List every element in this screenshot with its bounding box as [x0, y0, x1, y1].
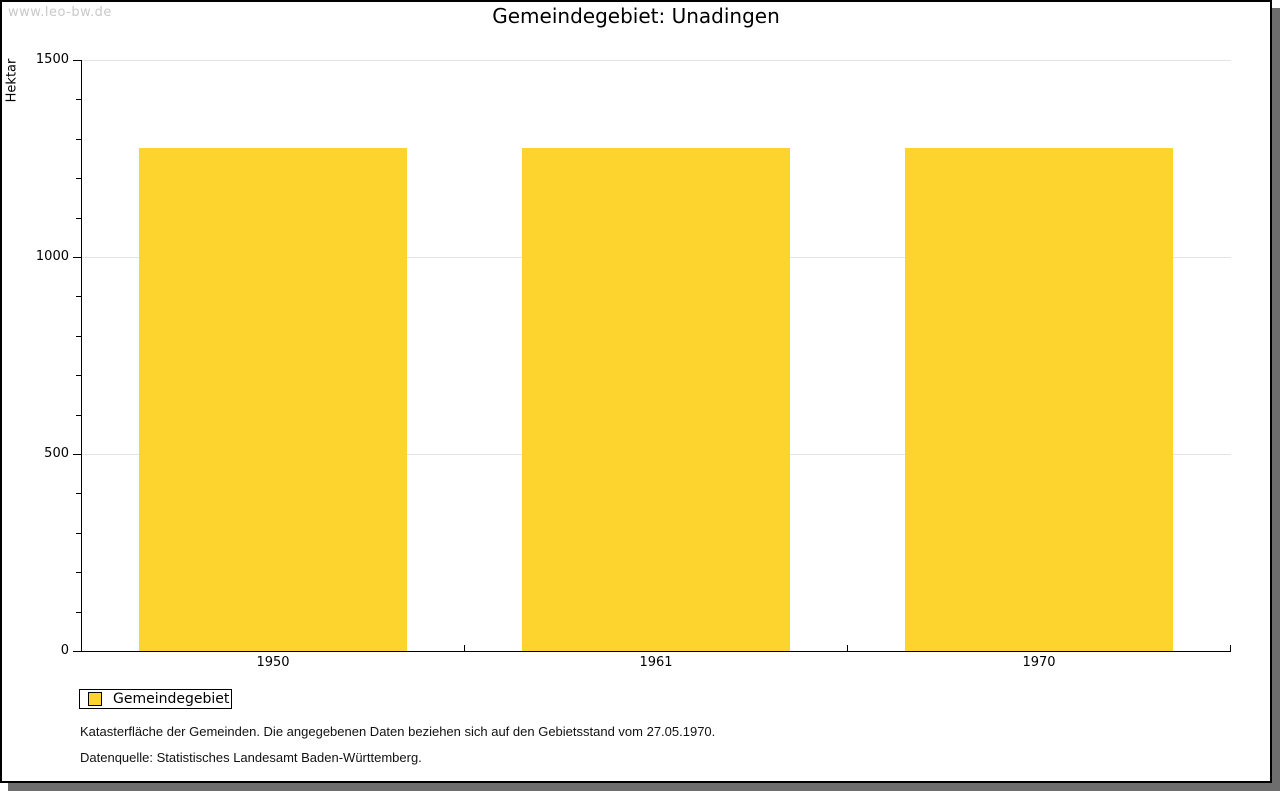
x-boundary-tick	[81, 645, 82, 651]
watermark: www.leo-bw.de	[8, 5, 112, 20]
y-minor-tick	[76, 533, 81, 534]
y-tick-label-500: 500	[44, 446, 69, 461]
legend-label: Gemeindegebiet	[113, 691, 230, 707]
y-minor-tick	[76, 415, 81, 416]
y-minor-tick	[76, 493, 81, 494]
y-major-tick-0	[73, 651, 81, 652]
y-minor-tick	[76, 178, 81, 179]
x-boundary-tick	[1230, 645, 1231, 651]
x-boundary-tick	[847, 645, 848, 651]
bar-1970	[905, 148, 1173, 651]
plot-area: 0 500 1000 1500 1950 1961 1970	[2, 2, 1270, 781]
legend-box: Gemeindegebiet	[79, 689, 232, 709]
y-axis-line	[81, 60, 82, 651]
y-minor-tick	[76, 296, 81, 297]
y-minor-tick	[76, 99, 81, 100]
y-tick-label-1500: 1500	[35, 52, 69, 67]
y-minor-tick	[76, 218, 81, 219]
y-minor-tick	[76, 139, 81, 140]
y-tick-label-0: 0	[60, 643, 69, 658]
gridline-1500	[82, 60, 1231, 61]
bar-1950	[139, 148, 407, 651]
y-minor-tick	[76, 375, 81, 376]
y-tick-label-1000: 1000	[35, 249, 69, 264]
x-boundary-tick	[464, 645, 465, 651]
footnote-note: Katasterfläche der Gemeinden. Die angege…	[80, 724, 716, 739]
footnote-data-source: Datenquelle: Statistisches Landesamt Bad…	[80, 750, 422, 765]
legend-swatch-icon	[88, 692, 102, 706]
y-major-tick-500	[73, 454, 81, 455]
x-tick-label-1970: 1970	[1022, 655, 1056, 670]
chart-title: Gemeindegebiet: Unadingen	[492, 4, 780, 28]
x-tick-label-1950: 1950	[256, 655, 290, 670]
y-minor-tick	[76, 336, 81, 337]
x-tick-label-1961: 1961	[639, 655, 673, 670]
x-axis-line	[81, 651, 1231, 652]
y-minor-tick	[76, 612, 81, 613]
y-major-tick-1500	[73, 60, 81, 61]
y-major-tick-1000	[73, 257, 81, 258]
y-minor-tick	[76, 572, 81, 573]
bar-1961	[522, 148, 790, 651]
